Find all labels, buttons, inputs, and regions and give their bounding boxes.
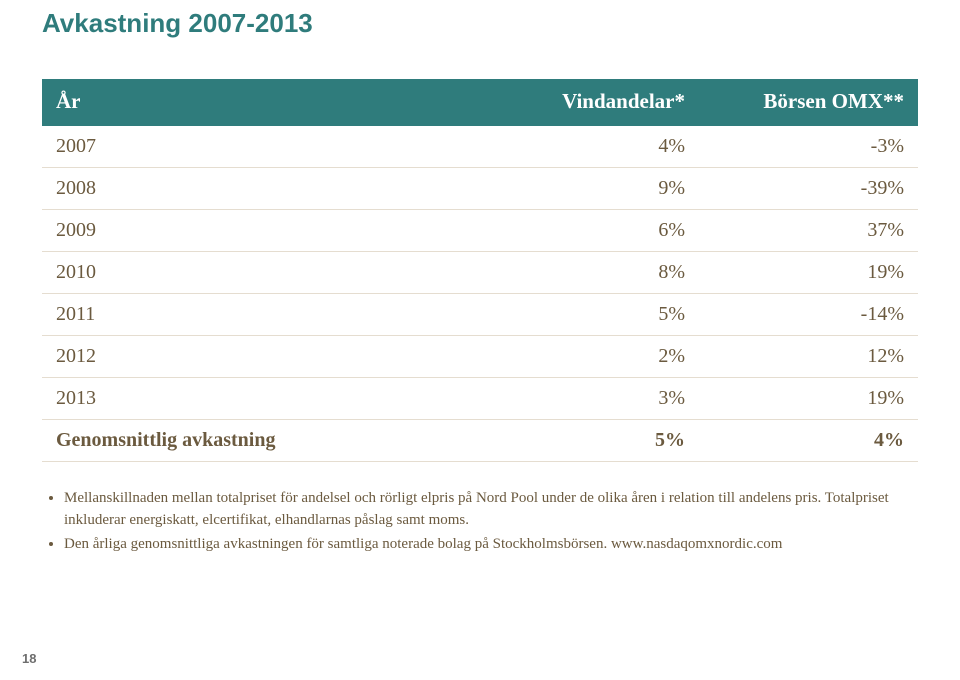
cell-wind: 3% [480, 378, 699, 420]
table-header-row: År Vindandelar* Börsen OMX** [42, 79, 918, 126]
footnote-item: Den årliga genomsnittliga avkastningen f… [64, 534, 918, 556]
page-number: 18 [22, 651, 36, 666]
cell-year: 2010 [42, 252, 480, 294]
table-row: 20133%19% [42, 378, 918, 420]
cell-omx: -14% [699, 294, 918, 336]
slide-page: Avkastning 2007-2013 År Vindandelar* Bör… [0, 0, 960, 680]
page-title: Avkastning 2007-2013 [42, 8, 918, 39]
cell-year: 2012 [42, 336, 480, 378]
cell-omx: 12% [699, 336, 918, 378]
footer-wind: 5% [480, 420, 699, 462]
col-header-omx: Börsen OMX** [699, 79, 918, 126]
col-header-wind: Vindandelar* [480, 79, 699, 126]
cell-year: 2007 [42, 126, 480, 168]
cell-wind: 6% [480, 210, 699, 252]
table-row: 20108%19% [42, 252, 918, 294]
cell-omx: -3% [699, 126, 918, 168]
col-header-year: År [42, 79, 480, 126]
cell-year: 2009 [42, 210, 480, 252]
table-row: 20122%12% [42, 336, 918, 378]
cell-wind: 9% [480, 168, 699, 210]
returns-table: År Vindandelar* Börsen OMX** 20074%-3%20… [42, 79, 918, 462]
table-row: 20089%-39% [42, 168, 918, 210]
table-row: 20074%-3% [42, 126, 918, 168]
cell-omx: 19% [699, 252, 918, 294]
footnote-item: Mellanskillnaden mellan totalpriset för … [64, 488, 918, 532]
table-body: 20074%-3%20089%-39%20096%37%20108%19%201… [42, 126, 918, 420]
cell-year: 2008 [42, 168, 480, 210]
footer-label: Genomsnittlig avkastning [42, 420, 480, 462]
table-row: 20115%-14% [42, 294, 918, 336]
cell-year: 2013 [42, 378, 480, 420]
cell-wind: 5% [480, 294, 699, 336]
footer-omx: 4% [699, 420, 918, 462]
cell-omx: -39% [699, 168, 918, 210]
cell-omx: 37% [699, 210, 918, 252]
footnotes: Mellanskillnaden mellan totalpriset för … [46, 488, 918, 555]
cell-wind: 8% [480, 252, 699, 294]
cell-omx: 19% [699, 378, 918, 420]
table-row: 20096%37% [42, 210, 918, 252]
table-footer-row: Genomsnittlig avkastning 5% 4% [42, 420, 918, 462]
cell-year: 2011 [42, 294, 480, 336]
cell-wind: 2% [480, 336, 699, 378]
cell-wind: 4% [480, 126, 699, 168]
